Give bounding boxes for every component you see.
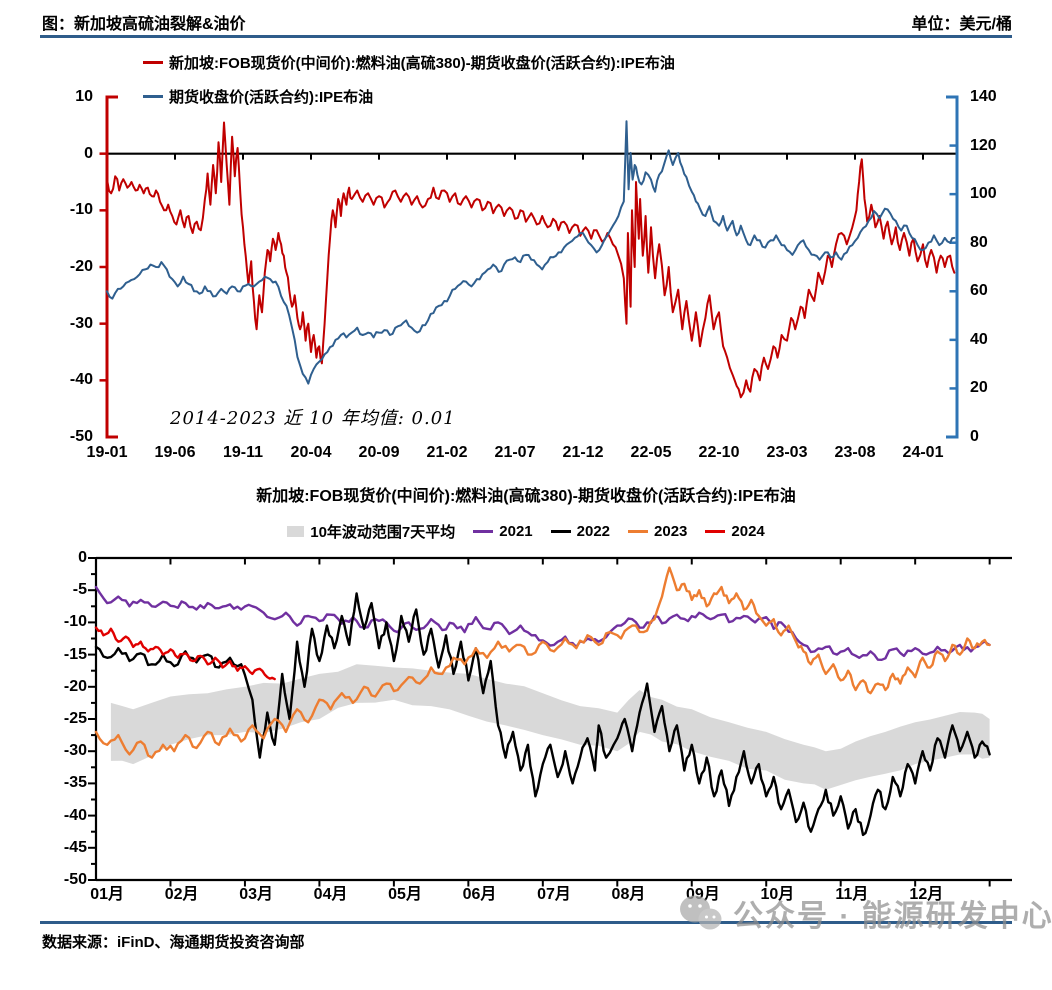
bottom-chart-title: 新加坡:FOB现货价(中间价):燃料油(高硫380)-期货收盘价(活跃合约):I… (256, 488, 796, 505)
legend-label: 期货收盘价(活跃合约):IPE布油 (169, 89, 374, 106)
bottom-legend-item: 2022 (550, 523, 611, 540)
bottom-series-2021 (94, 585, 991, 661)
top-x-tick: 20-09 (358, 444, 400, 461)
top-left-axis-tick: 10 (75, 88, 93, 105)
top-x-tick: 20-04 (290, 444, 332, 461)
top-left-axis-tick: -20 (69, 258, 93, 275)
bottom-x-tick: 12月 (909, 886, 944, 903)
bottom-x-tick: 04月 (313, 886, 348, 903)
legend-line-swatch (473, 529, 494, 534)
top-x-tick: 19-11 (222, 444, 264, 461)
bottom-y-tick: 0 (78, 549, 87, 566)
bottom-y-tick: -45 (63, 838, 87, 856)
watermark: 公众号 · 能源研发中心 (678, 891, 1052, 935)
top-right-axis-tick: 20 (970, 379, 988, 397)
unit-label: 单位：美元/桶 (911, 16, 1012, 33)
wechat-icon (680, 895, 722, 930)
legend-label: 2022 (576, 523, 611, 540)
left-axis (105, 95, 118, 439)
range-band (110, 664, 990, 790)
bottom-x-tick: 05月 (388, 886, 422, 903)
bottom-x-tick: 06月 (462, 886, 497, 903)
bottom-y-tick: -50 (63, 871, 87, 888)
top-x-tick: 19-06 (154, 444, 196, 461)
top-x-tick: 21-07 (494, 444, 536, 461)
top-legend-item: 期货收盘价(活跃合约):IPE布油 (143, 86, 675, 107)
bottom-y-tick: -30 (63, 742, 87, 760)
top-x-tick: 19-01 (86, 444, 128, 461)
bottom-y-tick: -25 (63, 710, 87, 727)
top-right-axis-tick: 60 (970, 282, 988, 300)
bottom-series-2024 (94, 626, 276, 681)
legend-line-swatch (143, 60, 163, 65)
bottom-series-2022 (94, 592, 991, 837)
bottom-legend-item: 2024 (705, 523, 765, 540)
top-left-axis-tick: -10 (69, 201, 93, 219)
bottom-y-tick: -20 (63, 677, 87, 695)
bottom-x-tick: 11月 (835, 886, 869, 903)
bottom-series-2023 (94, 566, 991, 759)
top-x-tick: 23-03 (766, 444, 808, 461)
bottom-y-tick: -35 (63, 774, 87, 792)
bottom-y-tick: -15 (63, 645, 87, 663)
bottom-x-tick: 07月 (537, 886, 571, 903)
top-series-0 (106, 121, 956, 399)
top-x-tick: 21-12 (562, 444, 604, 461)
bottom-x-tick: 10月 (760, 886, 795, 903)
top-right-axis-tick: 100 (970, 185, 997, 203)
top-left-axis-tick: -50 (69, 428, 93, 445)
top-x-tick: 22-05 (630, 444, 672, 461)
top-right-axis-tick: 80 (970, 233, 988, 251)
top-right-axis-tick: 40 (970, 330, 988, 348)
bottom-y-tick: -10 (63, 613, 87, 631)
legend-label: 2024 (731, 523, 765, 540)
data-source: 数据来源：iFinD、海通期货投资咨询部 (42, 934, 305, 951)
top-right-axis-tick: 140 (970, 88, 997, 105)
top-left-axis-tick: -40 (69, 371, 93, 389)
top-left-axis-tick: 0 (84, 144, 93, 162)
header-rule (40, 35, 1012, 38)
bottom-y-tick: -5 (72, 581, 87, 599)
top-x-tick: 23-08 (834, 444, 876, 461)
legend-label: 10年波动范围7天平均 (310, 524, 456, 541)
watermark-text: 公众号 · 能源研发中心 (733, 900, 1052, 933)
legend-label: 2023 (654, 523, 688, 540)
top-x-tick: 22-10 (698, 444, 740, 461)
bottom-x-tick: 08月 (611, 886, 646, 903)
top-left-axis-tick: -30 (69, 314, 93, 332)
top-x-tick: 24-01 (902, 444, 944, 461)
bottom-x-tick: 02月 (164, 886, 199, 903)
legend-band-swatch (287, 526, 305, 537)
legend-line-swatch (143, 94, 163, 99)
right-axis (946, 95, 959, 439)
bottom-legend-item: 2021 (473, 523, 533, 540)
top-right-axis-tick: 0 (970, 428, 979, 445)
legend-line-swatch (550, 529, 571, 534)
legend-line-swatch (628, 529, 649, 534)
bottom-legend-item: 10年波动范围7天平均 (287, 521, 455, 542)
legend-label: 2021 (499, 523, 533, 540)
legend-line-swatch (705, 529, 726, 534)
bottom-y-tick: -40 (63, 806, 87, 824)
bottom-legend-item: 2023 (628, 523, 687, 540)
top-chart-legend: 新加坡:FOB现货价(中间价):燃料油(高硫380)-期货收盘价(活跃合约):I… (143, 52, 675, 120)
top-legend-item: 新加坡:FOB现货价(中间价):燃料油(高硫380)-期货收盘价(活跃合约):I… (143, 52, 675, 73)
bottom-x-tick: 01月 (90, 886, 125, 903)
top-series-1 (106, 120, 956, 385)
page-title: 图：新加坡高硫油裂解&油价 (42, 16, 246, 33)
legend-label: 新加坡:FOB现货价(中间价):燃料油(高硫380)-期货收盘价(活跃合约):I… (169, 55, 675, 72)
top-right-axis-tick: 120 (970, 136, 997, 154)
footer-rule (40, 921, 1012, 924)
top-x-tick: 21-02 (426, 444, 468, 461)
bottom-chart-legend: 10年波动范围7天平均 2021 2022 2023 2024 (0, 521, 1052, 542)
mean-annotation: 2014-2023 近 10 年均值: 0.01 (170, 408, 456, 429)
bottom-x-tick: 03月 (239, 886, 274, 903)
